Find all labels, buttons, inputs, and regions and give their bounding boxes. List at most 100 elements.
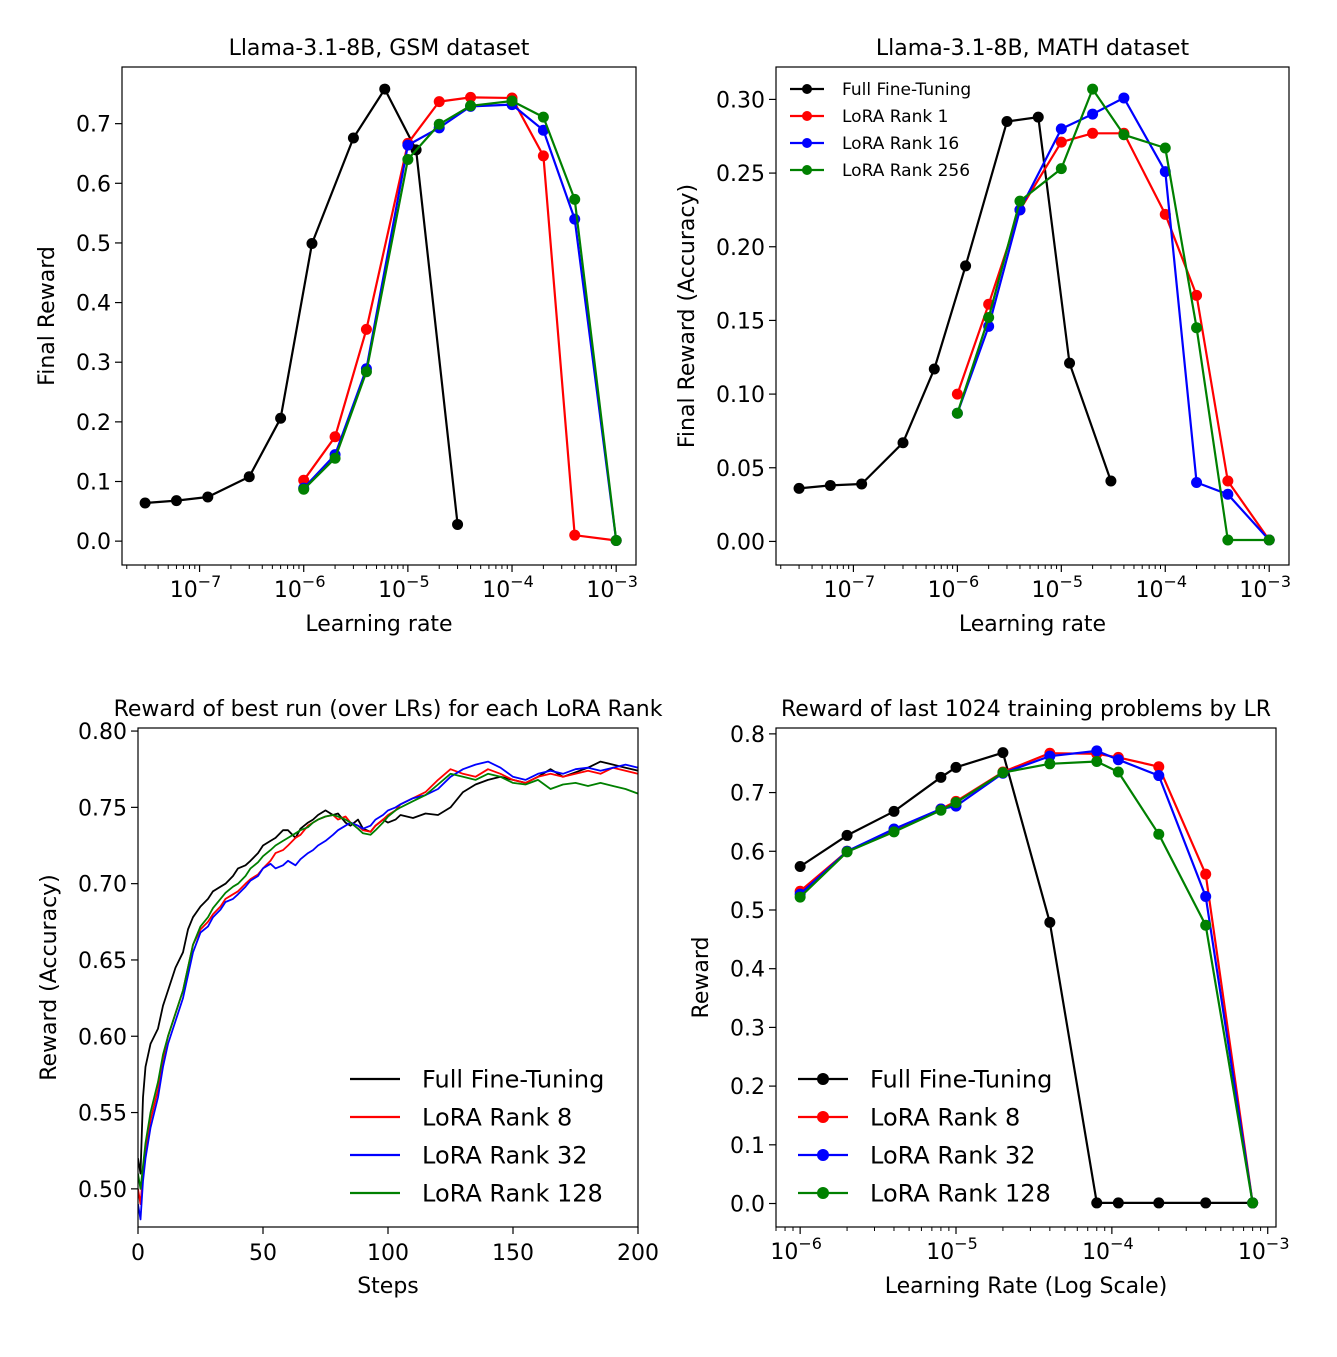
y-tick-label: 0.00	[716, 530, 765, 555]
legend-marker	[802, 138, 812, 148]
x-tick-label: 10−4	[1135, 572, 1187, 603]
x-tick-exponent: −6	[956, 572, 980, 591]
x-tick-label: 10−5	[926, 1234, 978, 1265]
legend-label: LoRA Rank 8	[870, 1104, 1020, 1132]
data-point	[306, 238, 318, 250]
legend-label: Full Fine-Tuning	[842, 80, 971, 100]
legend: Full Fine-Tuning LoRA Rank 8 LoRA Rank 32 L…	[798, 1066, 1052, 1208]
series-line-1	[302, 96, 617, 542]
series-line-1	[799, 752, 1254, 1204]
y-axis-label: Final Reward	[35, 246, 60, 386]
data-point	[1222, 534, 1234, 546]
axes-frame	[775, 727, 1277, 1228]
data-point	[1112, 754, 1124, 766]
data-point	[506, 95, 518, 107]
plot-area	[139, 83, 622, 547]
series-line-2	[302, 103, 618, 541]
data-point	[1032, 111, 1044, 123]
data-point	[1153, 761, 1165, 773]
legend-marker	[817, 1187, 829, 1199]
y-tick-label: 0.1	[76, 471, 111, 496]
y-tick-label: 0.2	[76, 411, 111, 436]
y-tick-label: 0.05	[716, 457, 765, 482]
y-axis-label: Reward	[689, 937, 714, 1019]
data-point	[1044, 916, 1056, 928]
data-point	[452, 518, 464, 530]
x-axis-label: Steps	[357, 1274, 419, 1299]
data-point	[1044, 758, 1056, 770]
plot-area	[138, 760, 638, 1221]
axes-frame	[137, 727, 639, 1228]
chart-steps: 0 50 100 150 200 0.50 0.55 0.60 0.65 0.70 0.75 0.80…	[37, 697, 663, 1299]
data-point	[569, 193, 581, 205]
data-point	[1014, 195, 1026, 207]
y-tick-label: 0.3	[730, 1016, 765, 1041]
data-point	[1200, 868, 1212, 880]
x-tick-base: 10	[378, 578, 406, 603]
data-point	[1153, 828, 1165, 840]
x-axis-label: Learning rate	[959, 612, 1106, 637]
chart-gsm: 10−7 10−6 10−5 10−4 10−30.00.10.20.30.40.50.…	[35, 36, 638, 637]
y-tick-label: 0.70	[78, 873, 127, 898]
data-point	[1091, 1197, 1103, 1209]
data-point	[360, 366, 372, 378]
data-point	[329, 452, 341, 464]
series-line-3	[302, 99, 618, 541]
data-point	[1118, 129, 1130, 141]
chart-title: Llama-3.1-8B, MATH dataset	[876, 36, 1190, 61]
x-tick-exponent: −3	[1267, 572, 1291, 591]
data-point	[951, 388, 963, 400]
plot-area	[793, 83, 1275, 546]
data-point	[402, 139, 414, 151]
x-tick-base: 10	[1135, 578, 1163, 603]
y-tick-label: 0.7	[730, 782, 765, 807]
data-point	[997, 747, 1009, 759]
y-tick-label: 0.15	[716, 309, 765, 334]
data-point	[1222, 488, 1234, 500]
chart-title: Reward of best run (over LRs) for each L…	[114, 697, 663, 722]
data-point	[897, 437, 909, 449]
data-point	[841, 846, 853, 858]
data-point	[983, 311, 995, 323]
y-tick-label: 0.60	[78, 1025, 127, 1050]
data-point	[1118, 92, 1130, 104]
x-tick-label: 0	[131, 1241, 145, 1266]
data-point	[1091, 755, 1103, 767]
x-tick-exponent: −7	[198, 572, 222, 591]
legend-label: Full Fine-Tuning	[870, 1066, 1052, 1094]
data-point	[537, 150, 549, 162]
y-tick-label: 0.55	[78, 1102, 127, 1127]
legend-marker	[802, 111, 812, 121]
data-point	[433, 118, 445, 130]
y-tick-label: 0.30	[716, 88, 765, 113]
data-point	[1064, 357, 1076, 369]
data-point	[1159, 208, 1171, 220]
series-line-1	[138, 766, 638, 1205]
x-tick-label: 10−6	[274, 572, 326, 603]
data-point	[298, 483, 310, 495]
x-tick-label: 10−6	[928, 572, 980, 603]
x-tick-label: 10−4	[1082, 1234, 1134, 1265]
legend-label: LoRA Rank 8	[422, 1104, 572, 1132]
series-line-3	[956, 87, 1270, 542]
x-tick-label: 50	[249, 1241, 277, 1266]
x-tick-label: 10−3	[1239, 572, 1291, 603]
x-tick-exponent: −5	[954, 1234, 978, 1253]
data-point	[347, 132, 359, 144]
y-tick-label: 0.7	[76, 113, 111, 138]
data-point	[1055, 136, 1067, 148]
x-tick-exponent: −3	[614, 572, 638, 591]
data-point	[1200, 890, 1212, 902]
x-tick-label: 10−7	[824, 572, 876, 603]
y-tick-label: 0.0	[76, 530, 111, 555]
data-point	[794, 861, 806, 873]
data-point	[794, 891, 806, 903]
y-tick-label: 0.25	[716, 162, 765, 187]
data-point	[1153, 1197, 1165, 1209]
data-point	[824, 479, 836, 491]
data-point	[433, 96, 445, 108]
data-point	[537, 124, 549, 136]
data-point	[329, 431, 341, 443]
y-tick-label: 0.50	[78, 1178, 127, 1203]
axes-frame	[775, 66, 1290, 566]
